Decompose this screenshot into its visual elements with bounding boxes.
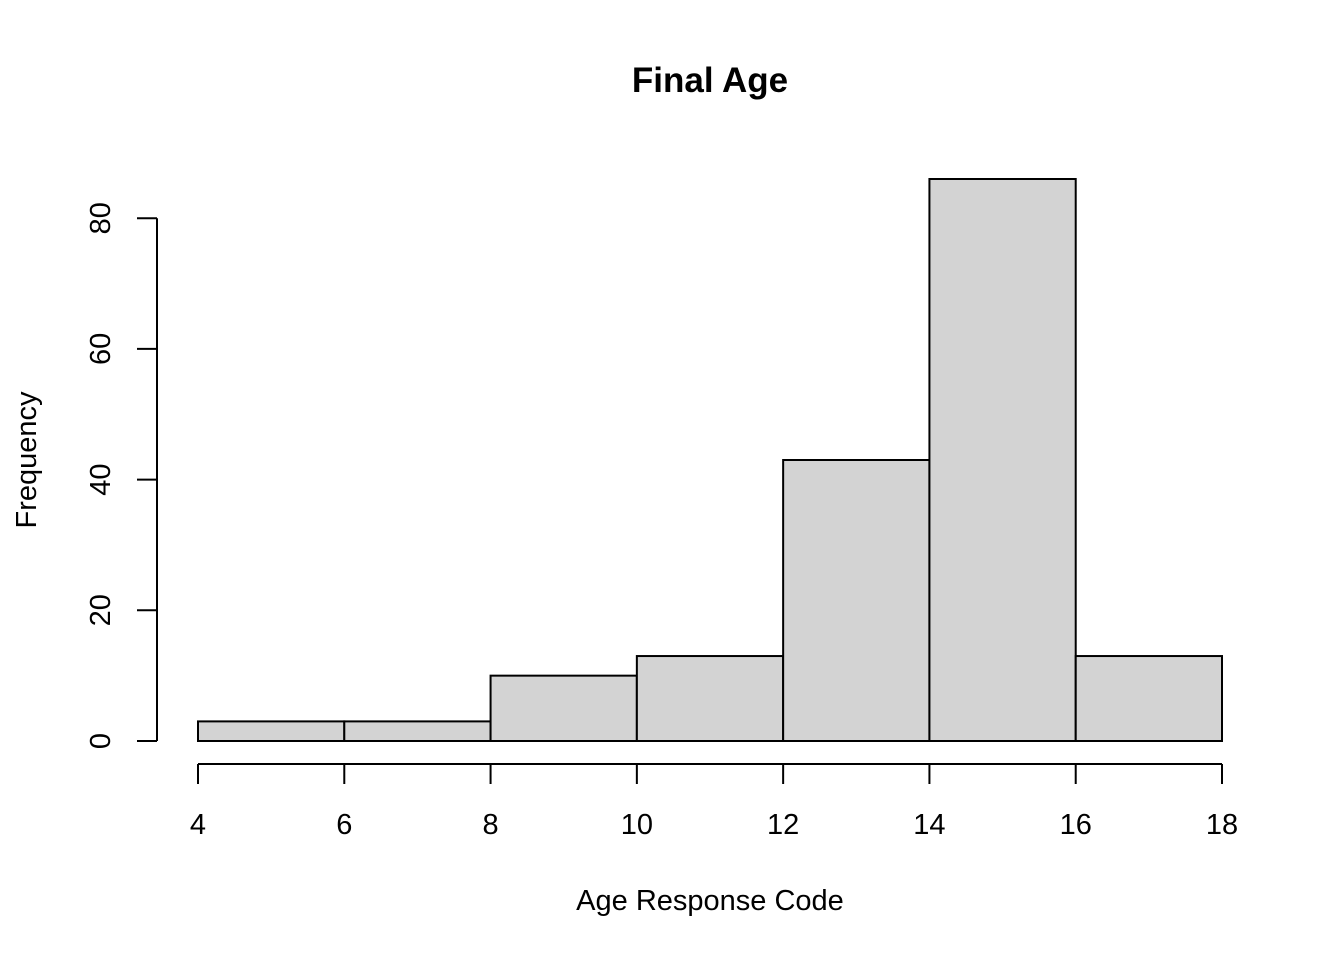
histogram-bar-14-16 <box>928 178 1077 742</box>
x-tick-label-14: 14 <box>913 809 945 841</box>
histogram-bar-6-8 <box>343 720 492 742</box>
x-tick-label-8: 8 <box>483 809 499 841</box>
histogram-bar-8-10 <box>489 674 638 743</box>
x-tick-label-4: 4 <box>190 809 206 841</box>
x-axis: 4 6 8 10 12 14 16 18 <box>190 763 1238 841</box>
x-tick-label-6: 6 <box>336 809 352 841</box>
histogram-bars <box>197 178 1223 743</box>
chart-title: Final Age <box>632 61 788 100</box>
y-axis: 0 20 40 60 80 <box>85 202 158 749</box>
histogram-bar-16-18 <box>1074 655 1223 742</box>
histogram-bar-10-12 <box>635 655 785 742</box>
x-tick-label-16: 16 <box>1060 809 1092 841</box>
x-tick-label-18: 18 <box>1206 809 1238 841</box>
y-axis-label: Frequency <box>11 391 43 529</box>
y-tick-label-80: 80 <box>85 202 117 234</box>
y-tick-label-0: 0 <box>85 733 117 749</box>
y-tick-label-20: 20 <box>85 594 117 626</box>
x-tick-label-10: 10 <box>621 809 653 841</box>
y-tick-label-60: 60 <box>85 333 117 365</box>
histogram-bar-12-14 <box>782 459 931 742</box>
y-tick-label-40: 40 <box>85 463 117 495</box>
histogram-bar-4-6 <box>197 720 346 742</box>
x-axis-label: Age Response Code <box>576 885 844 917</box>
x-tick-label-12: 12 <box>767 809 799 841</box>
